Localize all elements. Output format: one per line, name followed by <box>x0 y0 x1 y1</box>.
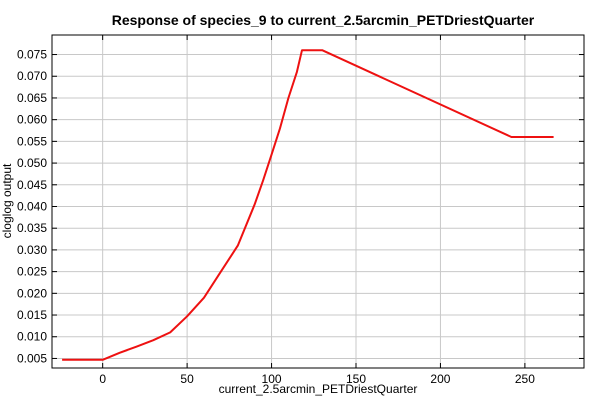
y-tick-label: 0.005 <box>17 351 47 365</box>
chart-title: Response of species_9 to current_2.5arcm… <box>112 12 535 28</box>
y-axis-label: cloglog output <box>0 163 14 238</box>
grid <box>52 35 584 368</box>
x-axis-label: current_2.5arcmin_PETDriestQuarter <box>219 382 418 396</box>
y-tick-label: 0.050 <box>17 156 47 170</box>
plot-frame <box>51 34 585 369</box>
x-tick-label: 100 <box>262 372 282 386</box>
y-tick-label: 0.015 <box>17 308 47 322</box>
y-tick-label: 0.035 <box>17 221 47 235</box>
axis-ticks: 0 50 100 150 200 250 0.005 0.010 0.015 0.020 0.025… <box>17 35 584 386</box>
y-tick-label: 0.065 <box>17 91 47 105</box>
response-line <box>62 49 554 361</box>
series-group <box>62 49 554 361</box>
x-tick-label: 50 <box>180 372 194 386</box>
y-tick-label: 0.010 <box>17 330 47 344</box>
x-tick-label: 150 <box>346 372 366 386</box>
y-tick-label: 0.045 <box>17 178 47 192</box>
y-tick-label: 0.020 <box>17 286 47 300</box>
x-tick-label: 0 <box>99 372 106 386</box>
x-tick-label: 250 <box>515 372 535 386</box>
y-tick-label: 0.055 <box>17 134 47 148</box>
y-tick-label: 0.060 <box>17 113 47 127</box>
y-tick-label: 0.070 <box>17 69 47 83</box>
y-tick-label: 0.040 <box>17 199 47 213</box>
y-tick-label: 0.025 <box>17 265 47 279</box>
y-tick-label: 0.030 <box>17 243 47 257</box>
x-tick-label: 200 <box>430 372 450 386</box>
y-tick-label: 0.075 <box>17 48 47 62</box>
